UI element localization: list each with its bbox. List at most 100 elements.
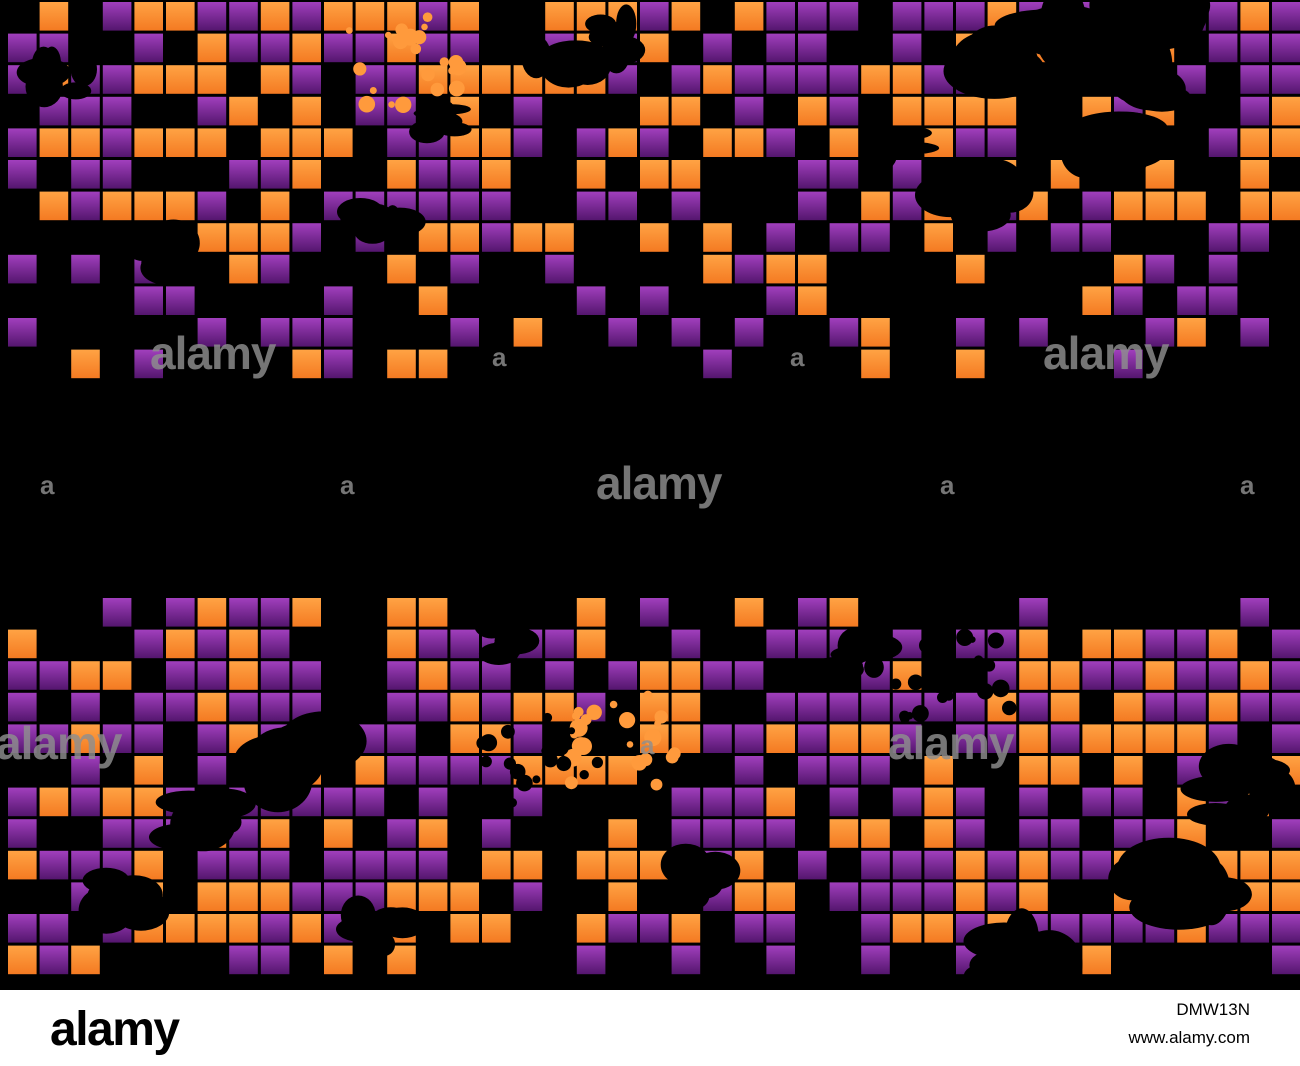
mosaic-tile [703, 349, 732, 379]
mosaic-tile [8, 787, 37, 817]
mosaic-tile [671, 629, 701, 659]
mosaic-tile [1272, 661, 1300, 690]
mosaic-tile [355, 2, 385, 31]
mosaic-tile [671, 65, 701, 94]
mosaic-tile [1208, 33, 1238, 63]
mosaic-tile [576, 191, 606, 221]
splatter-blob [175, 827, 225, 851]
mosaic-tile [798, 33, 827, 63]
mosaic-tile [387, 160, 416, 189]
splatter-blob [536, 49, 589, 82]
mosaic-tile [418, 191, 448, 221]
mosaic-tile [829, 318, 859, 347]
mosaic-tile [1177, 191, 1206, 221]
mosaic-tile [197, 914, 227, 943]
mosaic-tile [1240, 318, 1269, 347]
mosaic-tile [861, 191, 890, 221]
splatter-blob [1180, 775, 1252, 802]
mosaic-tile [766, 286, 795, 315]
mosaic-tile [861, 914, 890, 943]
mosaic-tile [387, 692, 416, 722]
mosaic-tile [671, 787, 701, 817]
mosaic-tile [1019, 724, 1048, 753]
mosaic-tile [166, 598, 195, 627]
mosaic-tile [229, 96, 258, 126]
mosaic-tile [798, 96, 827, 126]
mosaic-tile [71, 254, 100, 284]
mosaic-tile [892, 96, 922, 126]
mosaic-tile [671, 661, 701, 690]
halftone-dot [907, 674, 924, 691]
halftone-dot [476, 736, 490, 750]
footer-logo: alamy [50, 1003, 180, 1056]
halftone-dot [345, 27, 353, 34]
mosaic-tile [8, 160, 37, 189]
mosaic-tile [71, 160, 100, 189]
mosaic-tile [829, 598, 859, 627]
mosaic-tile [197, 724, 227, 753]
halftone-dot [410, 43, 422, 55]
mosaic-tile [418, 850, 448, 880]
mosaic-tile [608, 914, 637, 943]
mosaic-tile [576, 850, 606, 880]
mosaic-tile [671, 692, 701, 722]
splatter-blob [951, 30, 1038, 92]
mosaic-tile [829, 160, 859, 189]
mosaic-tile [387, 254, 416, 284]
mosaic-tile [197, 33, 227, 63]
mosaic-tile [829, 128, 859, 157]
mosaic-tile [766, 787, 795, 817]
mosaic-tile [482, 65, 511, 94]
mosaic-tile [608, 819, 637, 848]
mosaic-tile [260, 65, 290, 94]
mosaic-tile [956, 692, 985, 722]
halftone-dot [353, 62, 367, 76]
mosaic-tile [197, 629, 227, 659]
halftone-dot [589, 785, 597, 793]
mosaic-tile [987, 724, 1017, 753]
watermark-text: alamy [596, 457, 722, 509]
mosaic-tile [798, 598, 827, 627]
watermark-letter: a [790, 342, 805, 372]
mosaic-tile [292, 914, 321, 943]
mosaic-tile [861, 945, 890, 975]
mosaic-tile [892, 33, 922, 63]
halftone-dot [556, 756, 572, 772]
splatter-blob [1196, 877, 1252, 912]
image-id: DMW13N [1176, 1000, 1250, 1019]
mosaic-tile [134, 756, 163, 785]
mosaic-tile [229, 160, 258, 189]
mosaic-tile [513, 223, 543, 252]
mosaic-artwork [8, 2, 1300, 990]
mosaic-tile [134, 629, 163, 659]
halftone-dot [987, 632, 1004, 649]
mosaic-tile [260, 661, 290, 690]
splatter-blob [603, 36, 630, 74]
halftone-dot [973, 655, 984, 666]
mosaic-tile [892, 2, 922, 31]
mosaic-tile [71, 191, 100, 221]
mosaic-tile [197, 128, 227, 157]
mosaic-tile [513, 724, 543, 753]
mosaic-tile [71, 96, 100, 126]
mosaic-tile [1082, 223, 1111, 252]
mosaic-tile [766, 882, 795, 911]
mosaic-tile [1208, 692, 1238, 722]
splatter-blob [977, 938, 1029, 990]
mosaic-tile [734, 756, 764, 785]
mosaic-tile [166, 692, 195, 722]
mosaic-tile [260, 2, 290, 31]
splatter-blob [372, 932, 396, 957]
mosaic-tile [102, 128, 132, 157]
mosaic-tile [640, 598, 669, 627]
mosaic-tile [134, 349, 163, 379]
mosaic-tile [1145, 318, 1175, 347]
mosaic-tile [703, 787, 732, 817]
splatter-blob [60, 82, 92, 100]
mosaic-tile [39, 128, 69, 157]
halftone-dot [644, 728, 662, 747]
mosaic-tile [576, 160, 606, 189]
halftone-dot [890, 678, 902, 690]
mosaic-tile [1050, 661, 1080, 690]
mosaic-tile [355, 787, 385, 817]
